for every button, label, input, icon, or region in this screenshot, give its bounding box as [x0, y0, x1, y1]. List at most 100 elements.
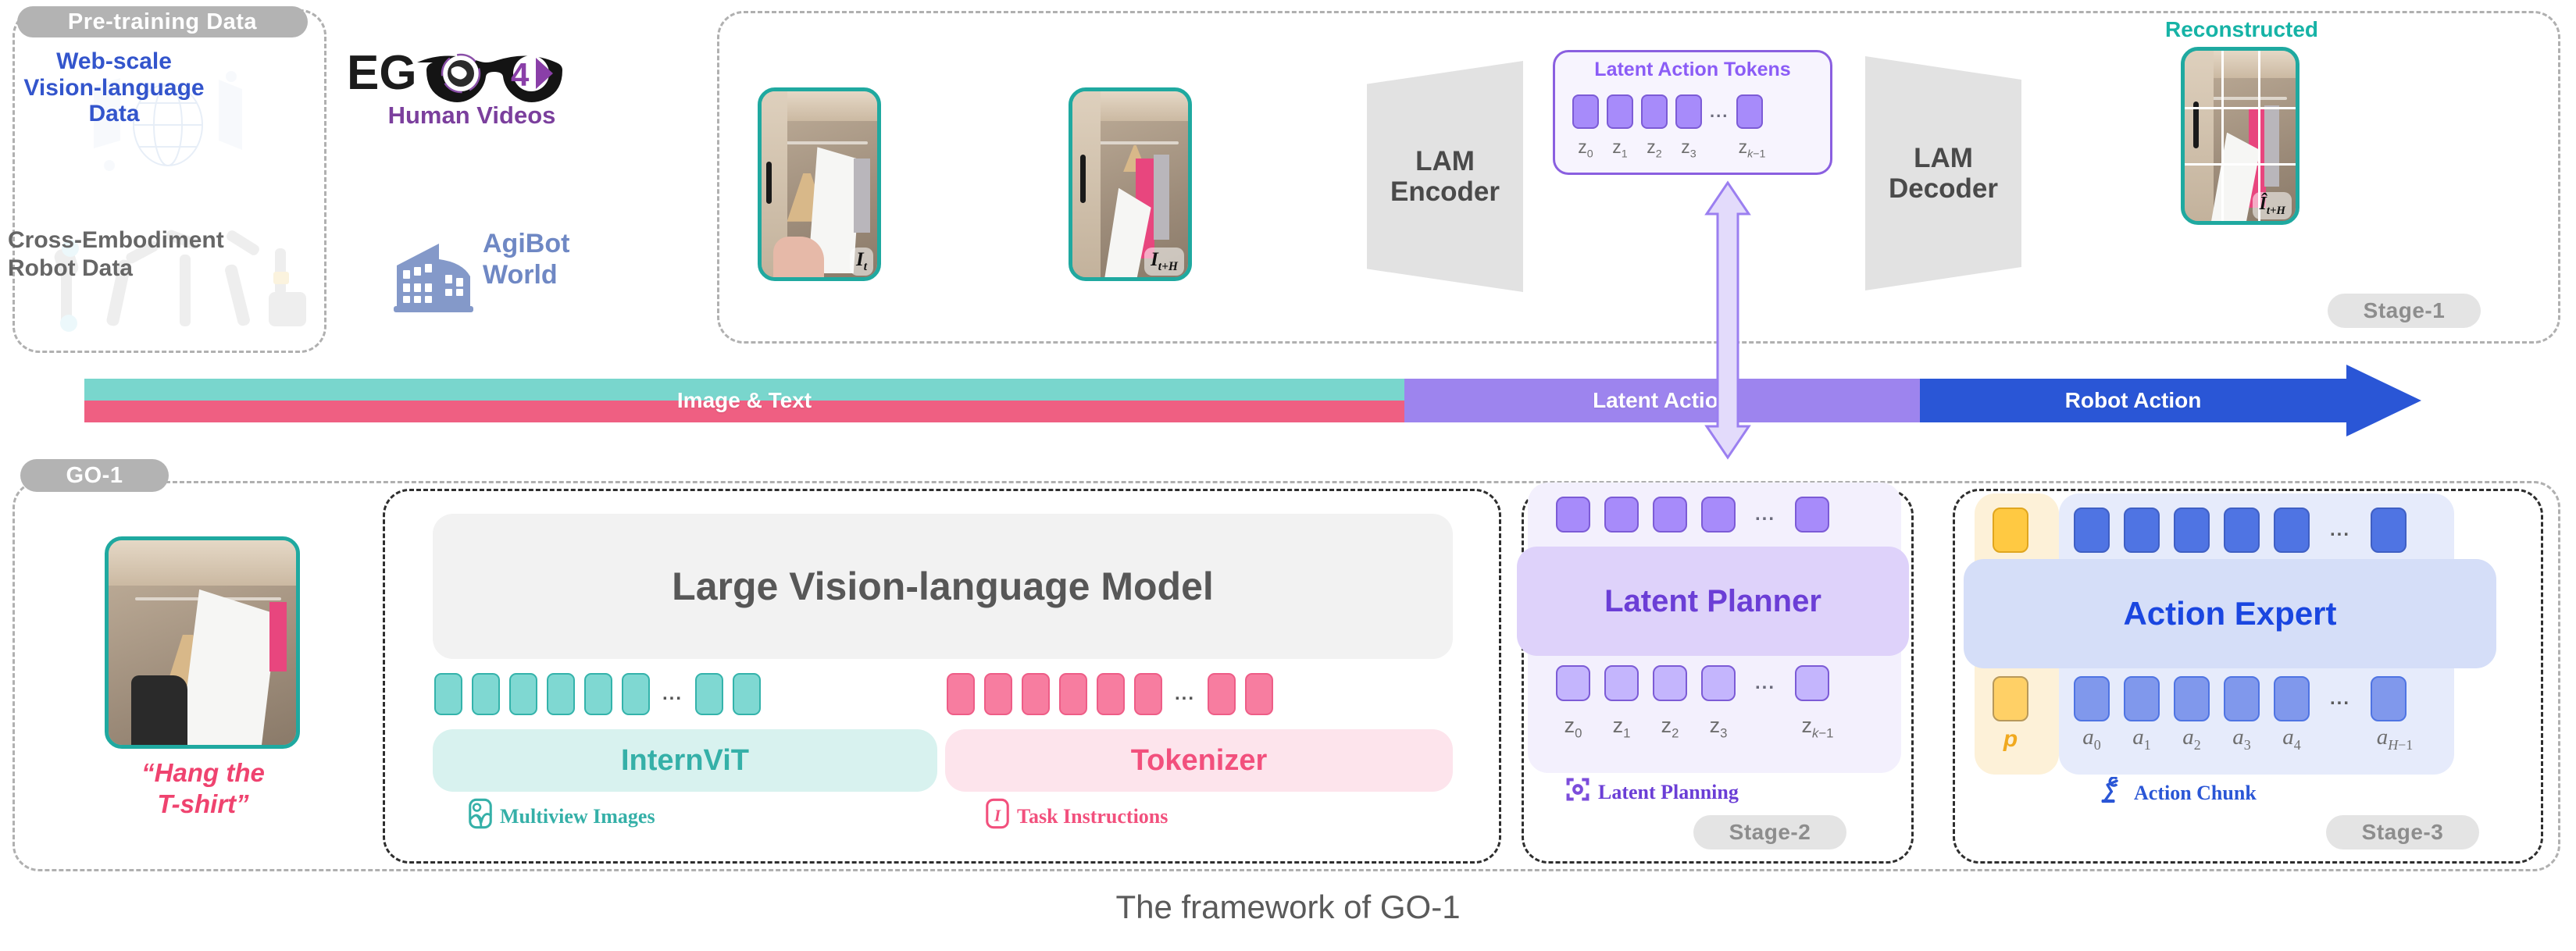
- action-token-labels: a0 a1 a2 a3 a4 aH−1: [2074, 725, 2419, 753]
- token-label: z0: [1564, 714, 1582, 741]
- action-output-token: [2074, 676, 2110, 721]
- token-label: aH−1: [2376, 725, 2414, 753]
- action-chunk-legend: Action Chunk: [2100, 776, 2257, 809]
- vision-token: [472, 673, 500, 715]
- cross-embodiment-robot-data-label: Cross-Embodiment Robot Data: [8, 227, 224, 281]
- go1-tag-label: GO-1: [66, 462, 123, 488]
- lam-encoder-line1: LAM: [1415, 145, 1475, 176]
- action-input-token: [2371, 508, 2407, 553]
- vision-token: [695, 673, 723, 715]
- lam-decoder-block: LAM Decoder: [1865, 56, 2021, 290]
- spectrum-latent-action-label: Latent Action: [1593, 388, 1732, 412]
- latent-planner-output-tokens: ...: [1556, 665, 1829, 701]
- pretraining-data-body: [12, 9, 326, 353]
- latent-token: [1641, 94, 1668, 129]
- token-label: a2: [2182, 725, 2201, 753]
- ego4d-logo-icon: EG 4: [342, 41, 600, 105]
- spectrum-segment-latent-action: Latent Action: [1404, 379, 1920, 422]
- text-token: [1022, 673, 1050, 715]
- text-token-row: ...: [947, 673, 1273, 715]
- action-expert-box: Action Expert: [1964, 559, 2496, 668]
- web-data-watermark-icon: [86, 62, 250, 187]
- latent-action-bidirectional-arrow: [1700, 180, 1755, 461]
- action-input-token: [2224, 508, 2260, 553]
- planner-input-token: [1701, 497, 1736, 532]
- frame-ith-label: It+H: [1144, 248, 1184, 276]
- action-output-token: [2274, 676, 2310, 721]
- text-token: [1245, 673, 1273, 715]
- latent-planner-token-labels: z0 z1 z2 z3 zk−1: [1556, 714, 1840, 741]
- spectrum-arrow-head: [2346, 365, 2421, 436]
- vision-token-row: ...: [434, 673, 761, 715]
- stage3-tag: Stage-3: [2326, 815, 2479, 849]
- reconstructed-image: Ît+H: [2181, 47, 2299, 225]
- action-input-token: [2124, 508, 2160, 553]
- action-chunk-label: Action Chunk: [2134, 781, 2257, 804]
- action-input-ellipsis: ...: [2329, 519, 2350, 540]
- stage1-tag-label: Stage-1: [2363, 298, 2446, 322]
- planner-input-token: [1795, 497, 1829, 532]
- latent-action-tokens-card: Latent Action Tokens ... z0 z1 z2 z3 zk−…: [1553, 50, 1832, 175]
- agibot-world-label: AgiBot World: [483, 229, 570, 290]
- latent-planning-icon: [1565, 777, 1590, 807]
- planner-output-token: [1604, 665, 1639, 701]
- tokenizer-box: Tokenizer: [945, 729, 1453, 792]
- multiview-images-icon: [469, 798, 492, 835]
- reconstructed-title: Reconstructed: [2164, 17, 2319, 41]
- token-label: z3: [1709, 714, 1728, 741]
- action-output-ellipsis: ...: [2329, 688, 2350, 709]
- vision-token: [622, 673, 650, 715]
- pretraining-data-header-label: Pre-training Data: [67, 9, 258, 34]
- token-label: zk−1: [1801, 714, 1834, 741]
- lam-decoder-line2: Decoder: [1888, 173, 1999, 204]
- task-instructions-label: Task Instructions: [1017, 804, 1168, 828]
- vision-token: [434, 673, 462, 715]
- latent-action-token-labels: z0 z1 z2 z3 zk−1: [1572, 137, 1768, 161]
- token-label: z2: [1661, 714, 1679, 741]
- latent-planner-box: Latent Planner: [1517, 547, 1909, 656]
- robot-arms-watermark-icon: [41, 217, 314, 342]
- figure-caption: The framework of GO-1: [1115, 889, 1461, 925]
- action-output-token: [2371, 676, 2407, 721]
- state-token-label: p: [2003, 726, 2018, 752]
- planner-input-token: [1556, 497, 1590, 532]
- svg-text:I: I: [994, 807, 1001, 825]
- internvit-title: InternViT: [621, 743, 749, 777]
- web-scale-vision-language-data-label: Web-scale Vision-language Data: [23, 48, 205, 127]
- planner-output-token: [1653, 665, 1687, 701]
- planner-output-token: [1556, 665, 1590, 701]
- state-token-bottom: [1993, 676, 2028, 721]
- latent-action-token-row: ...: [1572, 94, 1764, 129]
- token-label: zk−1: [1738, 137, 1766, 161]
- planner-output-ellipsis: ...: [1754, 672, 1775, 693]
- token-label: z2: [1647, 137, 1662, 161]
- vision-token: [547, 673, 575, 715]
- token-label: a4: [2282, 725, 2301, 753]
- text-token: [1208, 673, 1236, 715]
- token-label: z1: [1612, 714, 1631, 741]
- stage1-tag: Stage-1: [2328, 294, 2481, 328]
- internvit-box: InternViT: [433, 729, 937, 792]
- spectrum-segment-robot-action: Robot Action: [1920, 379, 2346, 422]
- planner-input-token: [1653, 497, 1687, 532]
- stage2-tag: Stage-2: [1693, 815, 1846, 849]
- stage2-tag-label: Stage-2: [1729, 820, 1811, 844]
- token-label: a0: [2082, 725, 2101, 753]
- latent-planner-input-tokens: ...: [1556, 497, 1829, 532]
- latent-token-ellipsis: ...: [1710, 102, 1729, 121]
- frame-it-image: It: [758, 87, 881, 281]
- large-vlm-title: Large Vision-language Model: [672, 565, 1214, 608]
- token-label: z0: [1578, 137, 1593, 161]
- action-input-token: [2074, 508, 2110, 553]
- token-label: a1: [2132, 725, 2151, 753]
- text-token: [984, 673, 1012, 715]
- vision-token-ellipsis: ...: [662, 683, 683, 704]
- frame-it-label: It: [849, 248, 873, 276]
- action-output-token: [2124, 676, 2160, 721]
- stage3-tag-label: Stage-3: [2361, 820, 2444, 844]
- state-token-top: [1993, 508, 2028, 553]
- text-token: [1059, 673, 1087, 715]
- text-token: [1097, 673, 1125, 715]
- planner-output-token: [1701, 665, 1736, 701]
- modality-spectrum-bar: Image & Text Latent Action Robot Action: [84, 365, 2421, 436]
